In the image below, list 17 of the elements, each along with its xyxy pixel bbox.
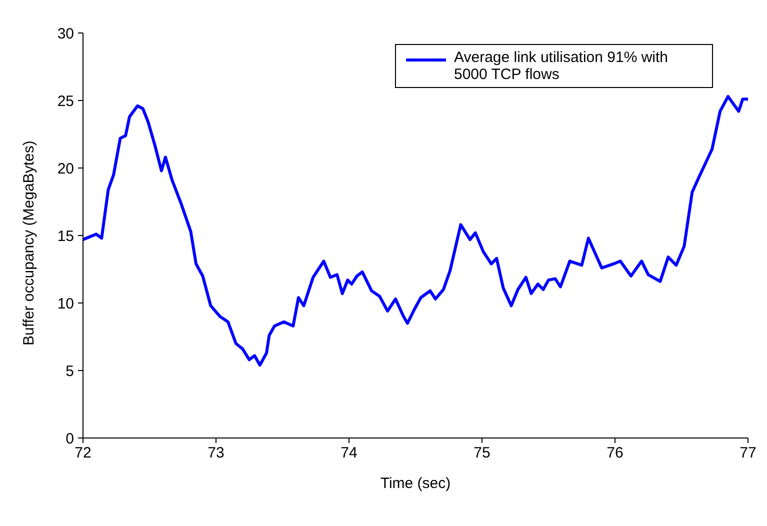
x-tick-label: 74	[340, 444, 358, 462]
x-tick-label: 76	[606, 444, 624, 462]
y-axis-title: Buffer occupancy (MegaBytes)	[20, 140, 38, 346]
x-tick-label: 75	[474, 444, 490, 462]
x-tick-label: 73	[208, 444, 224, 462]
y-tick-label: 10	[57, 295, 74, 312]
x-tick-label: 72	[74, 444, 92, 462]
y-tick-label: 0	[66, 430, 74, 448]
y-tick-label: 15	[57, 228, 74, 245]
x-axis-title: Time (sec)	[380, 475, 451, 492]
y-tick-label: 5	[66, 362, 74, 380]
y-tick-label: 30	[57, 25, 74, 42]
x-tick-label: 77	[740, 444, 756, 462]
line-series	[83, 94, 748, 367]
legend-label: Average link utilisation 91% with 5000 TCP flows	[454, 49, 670, 83]
y-tick-label: 20	[57, 160, 74, 178]
y-tick-label: 25	[57, 92, 74, 110]
